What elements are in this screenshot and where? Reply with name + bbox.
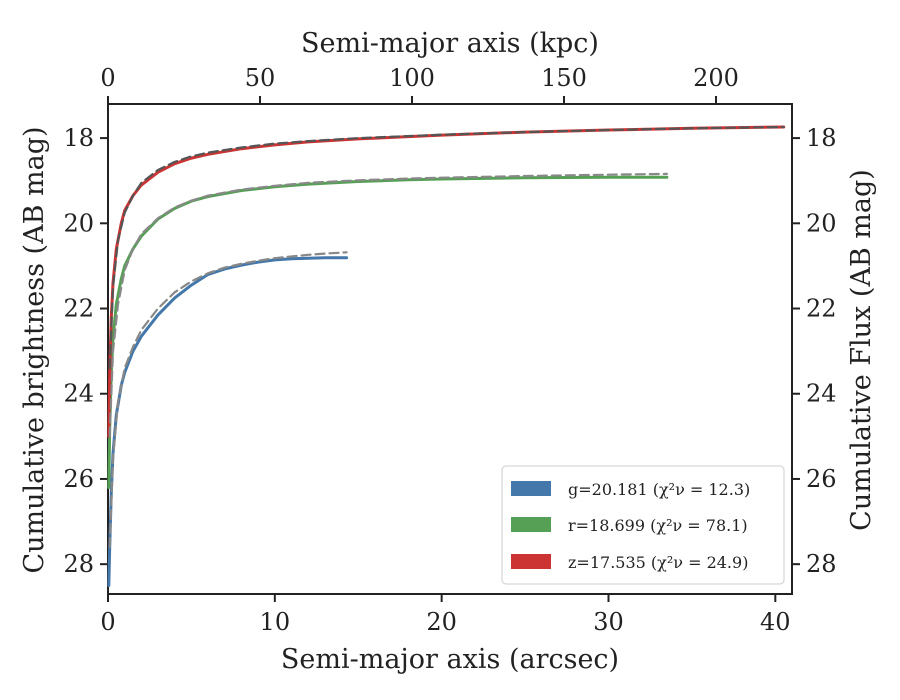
- legend-box: [501, 465, 785, 585]
- series-line-r-model: [108, 172, 668, 438]
- right-y-tick-label: 20: [806, 209, 837, 237]
- top-x-tick-label: 0: [100, 64, 115, 92]
- y-tick-label: 26: [63, 465, 94, 493]
- y-tick-label: 18: [63, 124, 94, 152]
- y-ticks-right: 18 20 22 24 26 28: [792, 124, 837, 578]
- series-line-z: [107, 125, 786, 438]
- y-ticks-left: 18 20 22 24 26 28: [63, 124, 108, 578]
- x-tick-label: 0: [100, 608, 115, 636]
- plot-frame: [107, 103, 793, 595]
- legend-swatch-z: [511, 554, 551, 569]
- x-tick-label: 10: [260, 608, 291, 636]
- top-x-tick-label: 100: [389, 64, 435, 92]
- x-tick-label: 30: [593, 608, 624, 636]
- legend-swatch-g: [511, 481, 551, 496]
- top-x-tick-label: 50: [245, 64, 276, 92]
- y-tick-label: 22: [63, 295, 94, 323]
- legend-label-z: z=17.535 (χ²ν = 24.9): [568, 553, 748, 572]
- x-tick-label: 40: [760, 608, 791, 636]
- legend-label-r: r=18.699 (χ²ν = 78.1): [568, 516, 748, 535]
- right-y-tick-label: 18: [806, 124, 837, 152]
- series-line-z-model: [108, 125, 785, 370]
- legend-swatch-r: [511, 517, 551, 532]
- x-ticks-bottom: 0 10 20 30 40: [100, 594, 791, 636]
- right-y-axis-label: Cumulative Flux (AB mag): [846, 169, 877, 531]
- x-ticks-top: 0 50 100 150 200: [100, 64, 739, 104]
- right-y-tick-label: 24: [806, 380, 837, 408]
- y-tick-label: 28: [63, 550, 94, 578]
- series-line-g: [107, 256, 349, 587]
- legend: g=20.181 (χ²ν = 12.3) r=18.699 (χ²ν = 78…: [501, 465, 785, 585]
- right-y-tick-label: 26: [806, 465, 837, 493]
- x-axis-label: Semi-major axis (arcsec): [281, 644, 619, 675]
- x-tick-label: 20: [426, 608, 457, 636]
- series-line-g-model: [108, 251, 348, 549]
- y-tick-label: 20: [63, 209, 94, 237]
- top-x-tick-label: 200: [693, 64, 739, 92]
- top-x-axis-label: Semi-major axis (kpc): [301, 28, 599, 59]
- legend-label-g: g=20.181 (χ²ν = 12.3): [568, 480, 750, 499]
- right-y-tick-label: 28: [806, 550, 837, 578]
- y-tick-label: 24: [63, 380, 94, 408]
- top-x-tick-label: 150: [541, 64, 587, 92]
- y-axis-label: Cumulative brightness (AB mag): [19, 126, 50, 573]
- right-y-tick-label: 22: [806, 295, 837, 323]
- series-line-r: [107, 175, 669, 489]
- series-layer: [107, 125, 786, 587]
